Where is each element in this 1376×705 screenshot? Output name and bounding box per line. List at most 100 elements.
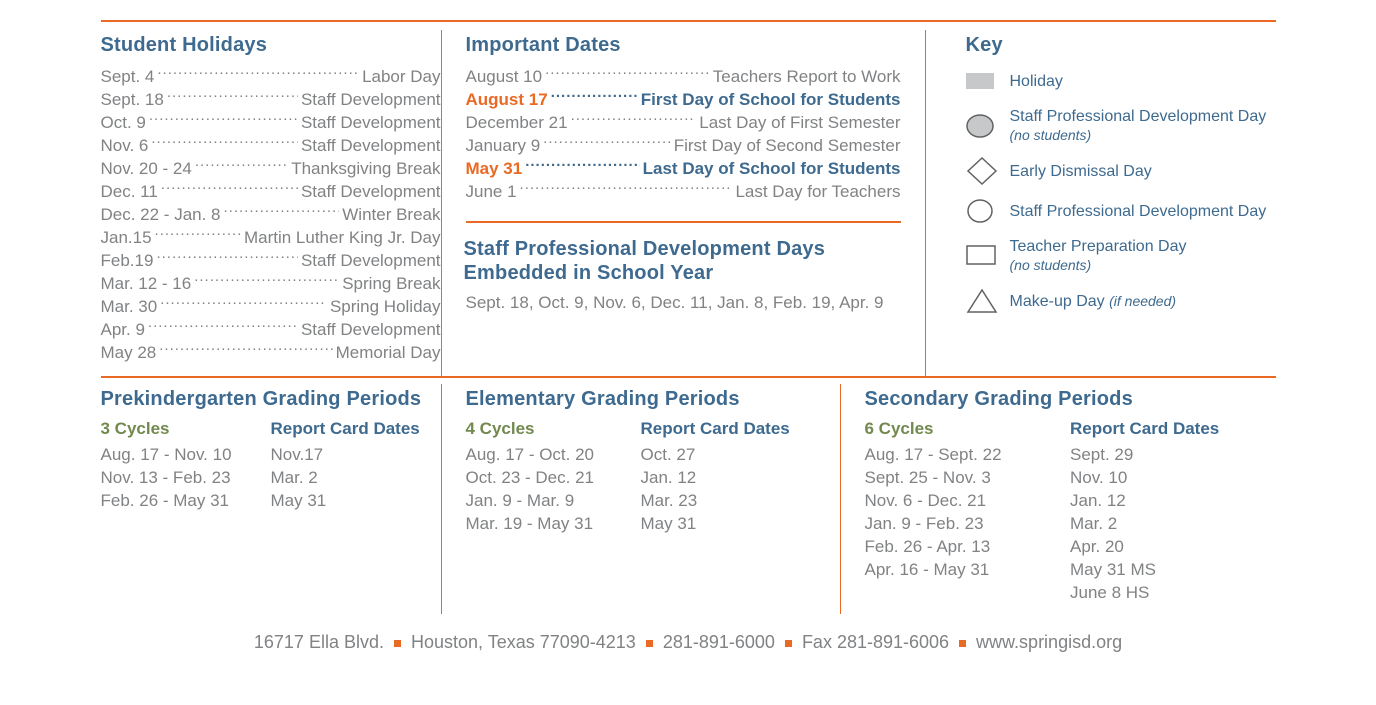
elem-grading-col: Elementary Grading Periods 4 Cycles Repo… (442, 384, 840, 614)
separator-icon (394, 640, 401, 647)
important-row: August 17First Day of School for Student… (466, 88, 901, 111)
grading-section: Prekindergarten Grading Periods 3 Cycles… (101, 384, 1276, 614)
important-date: August 17 (466, 88, 548, 111)
sec-title: Secondary Grading Periods (865, 388, 1276, 411)
footer-part: Fax 281-891-6006 (802, 632, 949, 652)
important-row: December 21 Last Day of First Semester (466, 111, 901, 134)
inner-rule (466, 221, 901, 223)
sec-cycles-head: 6 Cycles (865, 419, 1071, 439)
key-label: Early Dismissal Day (1010, 162, 1152, 181)
key-label: Make-up Day (1010, 293, 1105, 310)
separator-icon (646, 640, 653, 647)
mid-rule (101, 376, 1276, 378)
dot-leader (520, 180, 733, 197)
key-label: Staff Professional Development Day (1010, 107, 1267, 126)
holiday-row: Mar. 30Spring Holiday (101, 295, 441, 318)
square-icon (966, 242, 1002, 270)
holiday-desc: Staff Development (301, 180, 441, 203)
dot-leader (159, 341, 332, 358)
separator-icon (959, 640, 966, 647)
holiday-desc: Martin Luther King Jr. Day (244, 226, 441, 249)
grading-item: Oct. 23 - Dec. 21 (466, 466, 641, 489)
calendar-info-page: Student Holidays Sept. 4 Labor Day Sept. 1… (101, 20, 1276, 653)
dot-leader (156, 249, 298, 266)
important-dates-col: Important Dates August 10 Teachers Report… (442, 30, 925, 376)
student-holidays-col: Student Holidays Sept. 4 Labor Day Sept. 1… (101, 30, 441, 376)
important-desc: Teachers Report to Work (713, 65, 901, 88)
key-col: Key Holiday Staff Professional Developmen… (926, 30, 1276, 376)
staff-pd-title: Staff Professional Development Days Embe… (464, 237, 901, 285)
holiday-row: Oct. 9Staff Development (101, 111, 441, 134)
grading-item: Oct. 27 (641, 443, 816, 466)
holiday-date: Mar. 12 - 16 (101, 272, 192, 295)
key-item: Teacher Preparation Day(no students) (966, 237, 1276, 275)
holiday-row: Apr. 9Staff Development (101, 318, 441, 341)
pk-cycles-head: 3 Cycles (101, 419, 271, 439)
student-holidays-list: Sept. 4 Labor Day Sept. 18 Staff Developmen… (101, 65, 441, 364)
key-title: Key (966, 34, 1276, 57)
footer-part: 281-891-6000 (663, 632, 775, 652)
grading-item: Nov.17 (271, 443, 441, 466)
important-row: June 1Last Day for Teachers (466, 180, 901, 203)
important-date: January 9 (466, 134, 541, 157)
sec-grading-col: Secondary Grading Periods 6 Cycles Repor… (841, 384, 1276, 614)
dot-leader (545, 65, 710, 82)
dot-leader (151, 134, 298, 151)
grading-item: June 8 HS (1070, 581, 1276, 604)
key-item: Staff Professional Development Day(no st… (966, 107, 1276, 145)
grading-item: Aug. 17 - Nov. 10 (101, 443, 271, 466)
grading-item: Sept. 29 (1070, 443, 1276, 466)
holiday-row: May 28Memorial Day (101, 341, 441, 364)
holiday-desc: Staff Development (301, 318, 441, 341)
holiday-date: Nov. 20 - 24 (101, 157, 192, 180)
important-date: December 21 (466, 111, 568, 134)
key-item: Make-up Day (if needed) (966, 287, 1276, 315)
important-desc: First Day of Second Semester (674, 134, 901, 157)
holiday-row: Jan.15Martin Luther King Jr. Day (101, 226, 441, 249)
important-dates-title: Important Dates (466, 34, 901, 57)
dot-leader (148, 318, 298, 335)
holiday-date: Sept. 4 (101, 65, 155, 88)
dot-leader (194, 272, 339, 289)
holiday-row: Dec. 22 - Jan. 8Winter Break (101, 203, 441, 226)
grading-item: Sept. 25 - Nov. 3 (865, 466, 1071, 489)
key-sub: (no students) (1010, 256, 1187, 275)
elem-cycles-head: 4 Cycles (466, 419, 641, 439)
elem-reports-list: Oct. 27Jan. 12Mar. 23May 31 (641, 443, 816, 535)
important-date: August 10 (466, 65, 543, 88)
key-sub: (if needed) (1109, 293, 1176, 309)
top-rule (101, 20, 1276, 22)
dot-leader (571, 111, 697, 128)
grading-item: Mar. 19 - May 31 (466, 512, 641, 535)
dot-leader (543, 134, 671, 151)
important-dates-list: August 10Teachers Report to WorkAugust 1… (466, 65, 901, 203)
footer-part: Houston, Texas 77090-4213 (411, 632, 636, 652)
holiday-date: May 28 (101, 341, 157, 364)
grading-item: Mar. 23 (641, 489, 816, 512)
dot-leader (525, 157, 639, 174)
diamond-icon (966, 157, 1002, 185)
grading-item: Mar. 2 (1070, 512, 1276, 535)
holiday-date: Dec. 22 - Jan. 8 (101, 203, 221, 226)
holiday-date: Feb.19 (101, 249, 154, 272)
key-list: Holiday Staff Professional Development Da… (966, 67, 1276, 315)
dot-leader (224, 203, 340, 220)
grading-item: Jan. 12 (1070, 489, 1276, 512)
sec-cycles-list: Aug. 17 - Sept. 22Sept. 25 - Nov. 3Nov. … (865, 443, 1071, 581)
top-section: Student Holidays Sept. 4 Labor Day Sept. 1… (101, 30, 1276, 376)
holiday-date: Sept. 18 (101, 88, 164, 111)
key-item: Early Dismissal Day (966, 157, 1276, 185)
grading-item: Jan. 9 - Feb. 23 (865, 512, 1071, 535)
elem-title: Elementary Grading Periods (466, 388, 816, 411)
grading-item: May 31 (271, 489, 441, 512)
student-holidays-title: Student Holidays (101, 34, 441, 57)
footer-part: 16717 Ella Blvd. (254, 632, 384, 652)
sec-reports-list: Sept. 29Nov. 10Jan. 12Mar. 2Apr. 20May 3… (1070, 443, 1276, 604)
important-desc: Last Day of First Semester (699, 111, 900, 134)
pk-reports-list: Nov.17Mar. 2May 31 (271, 443, 441, 512)
key-item: Holiday (966, 67, 1276, 95)
holiday-desc: Labor Day (362, 65, 440, 88)
grading-item: Apr. 16 - May 31 (865, 558, 1071, 581)
dot-leader (167, 88, 298, 105)
important-row: January 9 First Day of Second Semester (466, 134, 901, 157)
